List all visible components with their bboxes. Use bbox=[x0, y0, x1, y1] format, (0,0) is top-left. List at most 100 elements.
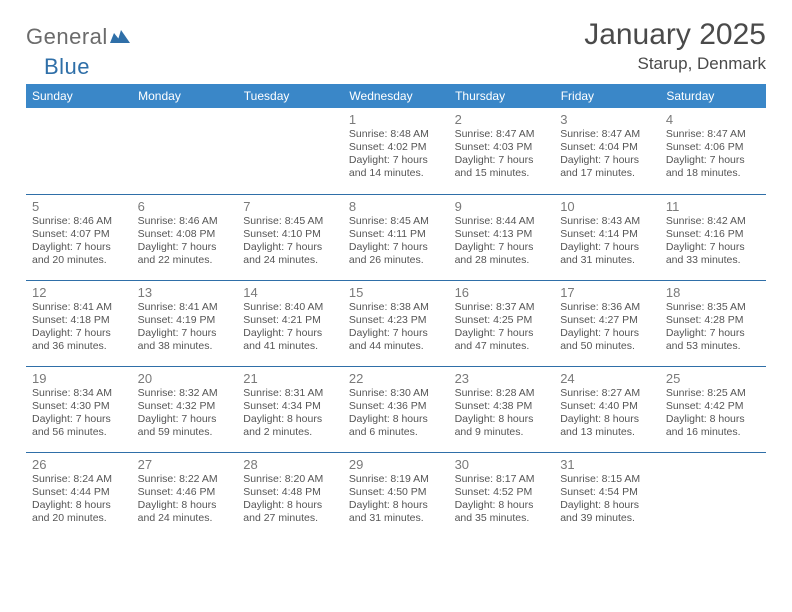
calendar-cell: 7Sunrise: 8:45 AMSunset: 4:10 PMDaylight… bbox=[237, 194, 343, 280]
calendar-cell: 14Sunrise: 8:40 AMSunset: 4:21 PMDayligh… bbox=[237, 280, 343, 366]
d2-line: and 35 minutes. bbox=[455, 512, 549, 525]
d2-line: and 31 minutes. bbox=[349, 512, 443, 525]
day-number: 28 bbox=[243, 457, 337, 472]
sunset-line: Sunset: 4:54 PM bbox=[560, 486, 654, 499]
d1-line: Daylight: 7 hours bbox=[138, 241, 232, 254]
sunset-line: Sunset: 4:36 PM bbox=[349, 400, 443, 413]
sunrise-line: Sunrise: 8:25 AM bbox=[666, 387, 760, 400]
day-number: 9 bbox=[455, 199, 549, 214]
sunrise-line: Sunrise: 8:48 AM bbox=[349, 128, 443, 141]
d2-line: and 13 minutes. bbox=[560, 426, 654, 439]
d1-line: Daylight: 7 hours bbox=[455, 154, 549, 167]
d2-line: and 18 minutes. bbox=[666, 167, 760, 180]
calendar-cell: 13Sunrise: 8:41 AMSunset: 4:19 PMDayligh… bbox=[132, 280, 238, 366]
day-number: 23 bbox=[455, 371, 549, 386]
calendar-cell: 24Sunrise: 8:27 AMSunset: 4:40 PMDayligh… bbox=[554, 366, 660, 452]
calendar-cell bbox=[660, 452, 766, 538]
sunset-line: Sunset: 4:11 PM bbox=[349, 228, 443, 241]
day-number: 8 bbox=[349, 199, 443, 214]
col-thursday: Thursday bbox=[449, 84, 555, 108]
calendar-row: 12Sunrise: 8:41 AMSunset: 4:18 PMDayligh… bbox=[26, 280, 766, 366]
d1-line: Daylight: 7 hours bbox=[138, 413, 232, 426]
sunset-line: Sunset: 4:14 PM bbox=[560, 228, 654, 241]
sunrise-line: Sunrise: 8:28 AM bbox=[455, 387, 549, 400]
sunset-line: Sunset: 4:08 PM bbox=[138, 228, 232, 241]
calendar-cell: 1Sunrise: 8:48 AMSunset: 4:02 PMDaylight… bbox=[343, 108, 449, 194]
day-number: 19 bbox=[32, 371, 126, 386]
day-number: 7 bbox=[243, 199, 337, 214]
sunset-line: Sunset: 4:19 PM bbox=[138, 314, 232, 327]
d2-line: and 41 minutes. bbox=[243, 340, 337, 353]
d1-line: Daylight: 7 hours bbox=[349, 241, 443, 254]
calendar-cell: 11Sunrise: 8:42 AMSunset: 4:16 PMDayligh… bbox=[660, 194, 766, 280]
d2-line: and 53 minutes. bbox=[666, 340, 760, 353]
calendar-cell bbox=[132, 108, 238, 194]
d2-line: and 28 minutes. bbox=[455, 254, 549, 267]
sunrise-line: Sunrise: 8:22 AM bbox=[138, 473, 232, 486]
calendar-cell: 15Sunrise: 8:38 AMSunset: 4:23 PMDayligh… bbox=[343, 280, 449, 366]
calendar-row: 5Sunrise: 8:46 AMSunset: 4:07 PMDaylight… bbox=[26, 194, 766, 280]
logo-flag-icon bbox=[110, 27, 132, 48]
day-number: 18 bbox=[666, 285, 760, 300]
sunrise-line: Sunrise: 8:31 AM bbox=[243, 387, 337, 400]
day-number: 21 bbox=[243, 371, 337, 386]
d2-line: and 39 minutes. bbox=[560, 512, 654, 525]
day-number: 25 bbox=[666, 371, 760, 386]
d1-line: Daylight: 7 hours bbox=[666, 154, 760, 167]
day-number: 22 bbox=[349, 371, 443, 386]
sunrise-line: Sunrise: 8:45 AM bbox=[243, 215, 337, 228]
calendar-cell: 8Sunrise: 8:45 AMSunset: 4:11 PMDaylight… bbox=[343, 194, 449, 280]
d2-line: and 20 minutes. bbox=[32, 512, 126, 525]
day-number: 3 bbox=[560, 112, 654, 127]
d2-line: and 27 minutes. bbox=[243, 512, 337, 525]
col-friday: Friday bbox=[554, 84, 660, 108]
sunrise-line: Sunrise: 8:46 AM bbox=[32, 215, 126, 228]
sunset-line: Sunset: 4:48 PM bbox=[243, 486, 337, 499]
day-number: 6 bbox=[138, 199, 232, 214]
calendar-cell: 20Sunrise: 8:32 AMSunset: 4:32 PMDayligh… bbox=[132, 366, 238, 452]
sunset-line: Sunset: 4:50 PM bbox=[349, 486, 443, 499]
d1-line: Daylight: 7 hours bbox=[560, 154, 654, 167]
sunset-line: Sunset: 4:40 PM bbox=[560, 400, 654, 413]
day-number: 1 bbox=[349, 112, 443, 127]
d1-line: Daylight: 7 hours bbox=[32, 413, 126, 426]
sunrise-line: Sunrise: 8:27 AM bbox=[560, 387, 654, 400]
d2-line: and 36 minutes. bbox=[32, 340, 126, 353]
day-number: 10 bbox=[560, 199, 654, 214]
sunset-line: Sunset: 4:04 PM bbox=[560, 141, 654, 154]
calendar-cell: 30Sunrise: 8:17 AMSunset: 4:52 PMDayligh… bbox=[449, 452, 555, 538]
calendar-row: 19Sunrise: 8:34 AMSunset: 4:30 PMDayligh… bbox=[26, 366, 766, 452]
d2-line: and 56 minutes. bbox=[32, 426, 126, 439]
calendar-cell: 28Sunrise: 8:20 AMSunset: 4:48 PMDayligh… bbox=[237, 452, 343, 538]
day-number: 31 bbox=[560, 457, 654, 472]
col-saturday: Saturday bbox=[660, 84, 766, 108]
calendar-cell: 4Sunrise: 8:47 AMSunset: 4:06 PMDaylight… bbox=[660, 108, 766, 194]
calendar-cell: 16Sunrise: 8:37 AMSunset: 4:25 PMDayligh… bbox=[449, 280, 555, 366]
sunrise-line: Sunrise: 8:44 AM bbox=[455, 215, 549, 228]
sunset-line: Sunset: 4:10 PM bbox=[243, 228, 337, 241]
day-number: 12 bbox=[32, 285, 126, 300]
calendar-cell: 3Sunrise: 8:47 AMSunset: 4:04 PMDaylight… bbox=[554, 108, 660, 194]
calendar-cell: 27Sunrise: 8:22 AMSunset: 4:46 PMDayligh… bbox=[132, 452, 238, 538]
logo-word-2: Blue bbox=[44, 54, 90, 80]
sunset-line: Sunset: 4:02 PM bbox=[349, 141, 443, 154]
d1-line: Daylight: 7 hours bbox=[455, 241, 549, 254]
page-header: General January 2025 Starup, Denmark bbox=[26, 18, 766, 74]
d2-line: and 16 minutes. bbox=[666, 426, 760, 439]
day-number: 20 bbox=[138, 371, 232, 386]
d2-line: and 47 minutes. bbox=[455, 340, 549, 353]
d2-line: and 24 minutes. bbox=[138, 512, 232, 525]
d1-line: Daylight: 7 hours bbox=[666, 327, 760, 340]
d1-line: Daylight: 8 hours bbox=[138, 499, 232, 512]
calendar-cell bbox=[237, 108, 343, 194]
calendar-head: Sunday Monday Tuesday Wednesday Thursday… bbox=[26, 84, 766, 108]
d2-line: and 22 minutes. bbox=[138, 254, 232, 267]
d1-line: Daylight: 8 hours bbox=[560, 499, 654, 512]
sunset-line: Sunset: 4:28 PM bbox=[666, 314, 760, 327]
d1-line: Daylight: 7 hours bbox=[32, 327, 126, 340]
d2-line: and 20 minutes. bbox=[32, 254, 126, 267]
d1-line: Daylight: 7 hours bbox=[349, 327, 443, 340]
d1-line: Daylight: 7 hours bbox=[349, 154, 443, 167]
calendar-cell: 29Sunrise: 8:19 AMSunset: 4:50 PMDayligh… bbox=[343, 452, 449, 538]
d2-line: and 38 minutes. bbox=[138, 340, 232, 353]
